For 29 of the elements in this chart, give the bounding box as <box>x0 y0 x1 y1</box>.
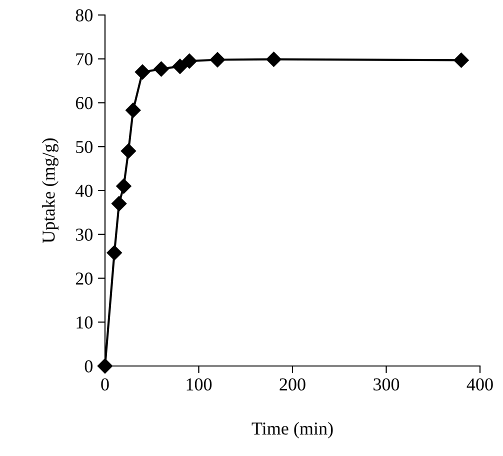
point <box>97 358 113 374</box>
point <box>154 61 169 77</box>
point <box>266 52 282 67</box>
x-tick-label: 300 <box>374 378 400 391</box>
x-tick-label: 200 <box>280 378 306 391</box>
y-tick-label: 10 <box>76 316 93 329</box>
point <box>116 178 132 194</box>
point <box>111 196 127 212</box>
y-tick-label: 40 <box>75 184 93 197</box>
y-tick-label: 70 <box>76 53 93 66</box>
x-tick-label: 100 <box>186 378 212 391</box>
point <box>134 64 150 80</box>
point <box>126 102 141 118</box>
point <box>210 52 226 68</box>
point <box>454 52 469 68</box>
point <box>172 58 188 74</box>
y-tick-label: 60 <box>76 97 93 110</box>
point <box>106 245 122 260</box>
y-tick-label: 0 <box>84 360 93 372</box>
point <box>182 54 197 69</box>
y-tick-label: 80 <box>76 9 93 22</box>
x-tick-label: 0 <box>101 378 109 391</box>
y-tick-label: 30 <box>76 228 93 241</box>
point <box>120 143 136 159</box>
x-axis-title: Time (min) <box>252 422 333 438</box>
y-tick-label: 20 <box>76 272 93 285</box>
x-tick-label: 400 <box>466 378 493 391</box>
y-axis-title: Uptake (mg/g) <box>42 138 58 244</box>
y-tick-label: 50 <box>76 140 93 154</box>
